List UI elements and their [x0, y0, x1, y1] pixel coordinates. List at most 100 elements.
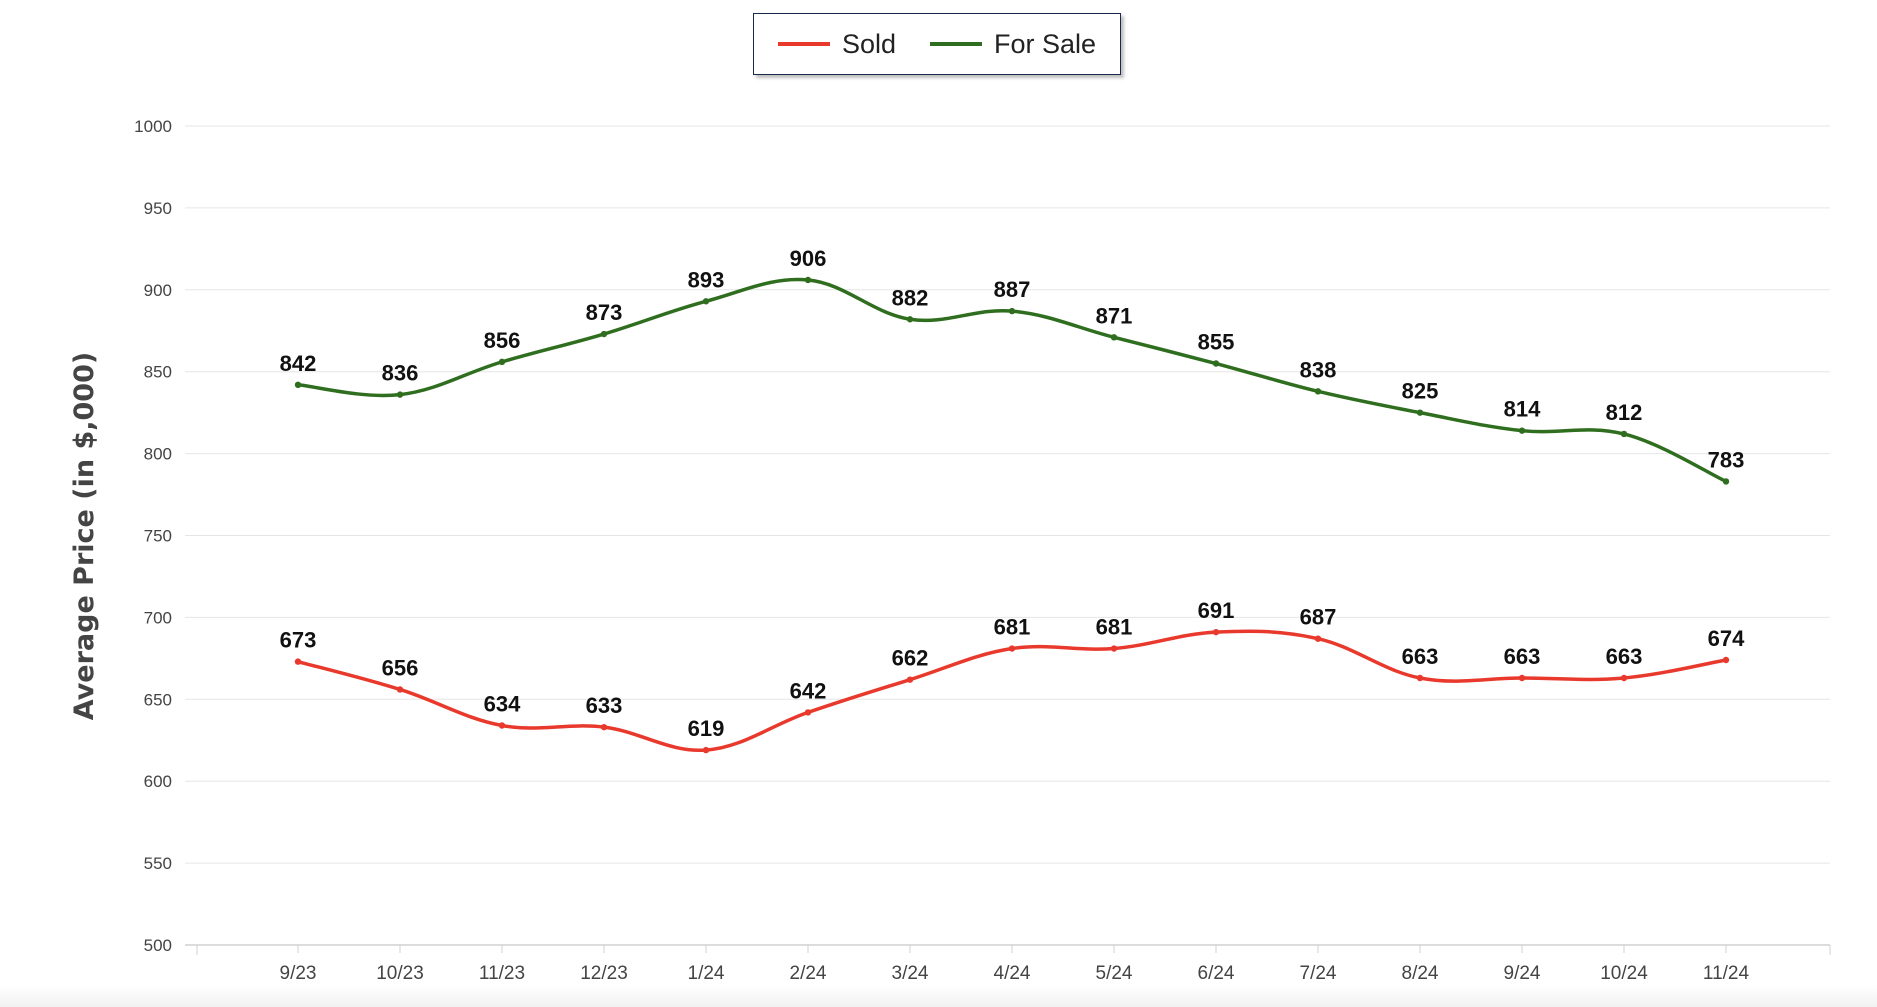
data-point-sold: [396, 686, 404, 693]
y-tick-label: 850: [144, 363, 172, 382]
data-point-sold: [1314, 635, 1322, 642]
x-tick-label: 9/24: [1504, 963, 1541, 984]
data-point-sold: [1518, 674, 1526, 682]
data-point-sold: [1722, 656, 1730, 664]
data-point-sold: [804, 709, 812, 716]
data-label-forsale: 836: [382, 361, 419, 386]
data-label-forsale: 814: [1504, 397, 1541, 422]
bottom-edge: [0, 985, 1877, 1007]
legend-item-sold[interactable]: Sold: [777, 28, 896, 60]
data-label-sold: 663: [1504, 644, 1541, 669]
data-point-sold: [1110, 645, 1118, 652]
data-point-forsale: [294, 381, 302, 389]
y-tick-label: 1000: [134, 117, 172, 136]
y-tick-label: 500: [144, 936, 172, 955]
data-label-forsale: 856: [484, 328, 521, 353]
data-label-sold: 681: [1096, 615, 1133, 640]
data-label-forsale: 812: [1606, 400, 1643, 425]
y-tick-label: 600: [144, 772, 172, 791]
data-label-sold: 691: [1198, 598, 1235, 623]
data-label-sold: 656: [382, 655, 419, 680]
data-point-forsale: [1518, 427, 1526, 434]
data-label-forsale: 842: [280, 351, 317, 376]
data-label-layer: 673 656 634 633 619 642 662 681 681 691 687 663 663 6…: [280, 246, 1745, 741]
data-point-forsale: [1722, 478, 1730, 485]
data-point-sold: [600, 723, 608, 731]
data-point-sold: [702, 746, 710, 754]
data-point-sold: [294, 658, 302, 665]
data-point-forsale: [702, 298, 710, 305]
data-label-forsale: 783: [1708, 447, 1745, 472]
data-point-sold: [498, 722, 506, 729]
data-point-sold: [906, 676, 914, 683]
legend-item-forsale[interactable]: For Sale: [930, 29, 1096, 60]
data-point-forsale: [1212, 360, 1220, 367]
x-tick-label: 10/23: [376, 963, 424, 984]
x-tick-label: 5/24: [1096, 963, 1133, 984]
x-tick-label: 9/23: [280, 963, 317, 984]
x-tick-label: 12/23: [580, 963, 628, 984]
data-label-sold: 662: [892, 646, 929, 671]
x-tick-label: 1/24: [688, 963, 725, 984]
data-label-forsale: 855: [1198, 330, 1235, 355]
data-point-forsale: [1620, 430, 1628, 438]
data-label-forsale: 825: [1402, 379, 1439, 404]
data-point-forsale: [1416, 409, 1424, 416]
data-label-forsale: 906: [790, 246, 827, 271]
axis-layer: 500 550 600 650 700 750 800 850 900 950 1000 9/23 10…: [134, 117, 1831, 984]
data-point-sold: [1620, 674, 1628, 682]
data-point-forsale: [906, 316, 914, 323]
data-label-forsale: 882: [892, 285, 929, 310]
data-label-sold: 687: [1300, 605, 1337, 630]
data-label-sold: 673: [280, 628, 317, 653]
x-tick-label: 11/23: [479, 963, 525, 984]
data-point-forsale: [396, 391, 404, 398]
x-tick-label: 10/24: [1600, 963, 1648, 984]
data-label-forsale: 871: [1096, 303, 1133, 328]
y-tick-label: 900: [144, 281, 172, 300]
data-label-forsale: 873: [586, 300, 623, 325]
data-point-forsale: [804, 276, 812, 284]
data-point-sold: [1008, 645, 1016, 652]
data-label-sold: 663: [1606, 644, 1643, 669]
data-label-forsale: 838: [1300, 357, 1337, 382]
data-label-sold: 681: [994, 615, 1031, 640]
y-axis-title: Average Price (in $,000): [69, 352, 100, 720]
grid-layer: [185, 125, 1830, 946]
data-label-sold: 619: [688, 716, 725, 741]
y-tick-label: 700: [144, 608, 172, 627]
x-tick-label: 3/24: [892, 963, 929, 984]
data-point-forsale: [600, 330, 608, 338]
legend-swatch-forsale: [930, 42, 982, 46]
chart-legend: Sold For Sale: [753, 13, 1121, 75]
legend-swatch-sold: [777, 42, 830, 46]
data-label-sold: 634: [484, 692, 521, 717]
data-point-forsale: [1008, 307, 1016, 315]
data-point-forsale: [498, 358, 506, 366]
data-label-sold: 642: [790, 678, 827, 703]
data-point-forsale: [1314, 388, 1322, 395]
x-tick-label: 11/24: [1703, 963, 1750, 984]
y-tick-label: 800: [144, 445, 172, 464]
y-tick-label: 650: [144, 690, 172, 709]
legend-label-sold: Sold: [841, 28, 896, 59]
data-label-forsale: 887: [994, 277, 1031, 302]
data-label-sold: 663: [1402, 644, 1439, 669]
data-point-sold: [1416, 674, 1424, 682]
data-point-sold: [1212, 628, 1220, 636]
y-tick-label: 750: [144, 527, 172, 546]
x-tick-label: 7/24: [1300, 963, 1337, 984]
x-tick-label: 8/24: [1402, 963, 1439, 984]
x-tick-label: 2/24: [790, 963, 827, 984]
data-label-sold: 674: [1708, 626, 1745, 651]
y-tick-label: 550: [144, 854, 172, 873]
data-label-forsale: 893: [688, 267, 725, 292]
legend-label-forsale: For Sale: [994, 28, 1097, 59]
data-label-sold: 633: [586, 693, 623, 718]
data-point-forsale: [1110, 334, 1118, 341]
series-layer: [294, 276, 1730, 754]
y-tick-label: 950: [144, 199, 172, 218]
x-tick-label: 4/24: [994, 963, 1031, 984]
